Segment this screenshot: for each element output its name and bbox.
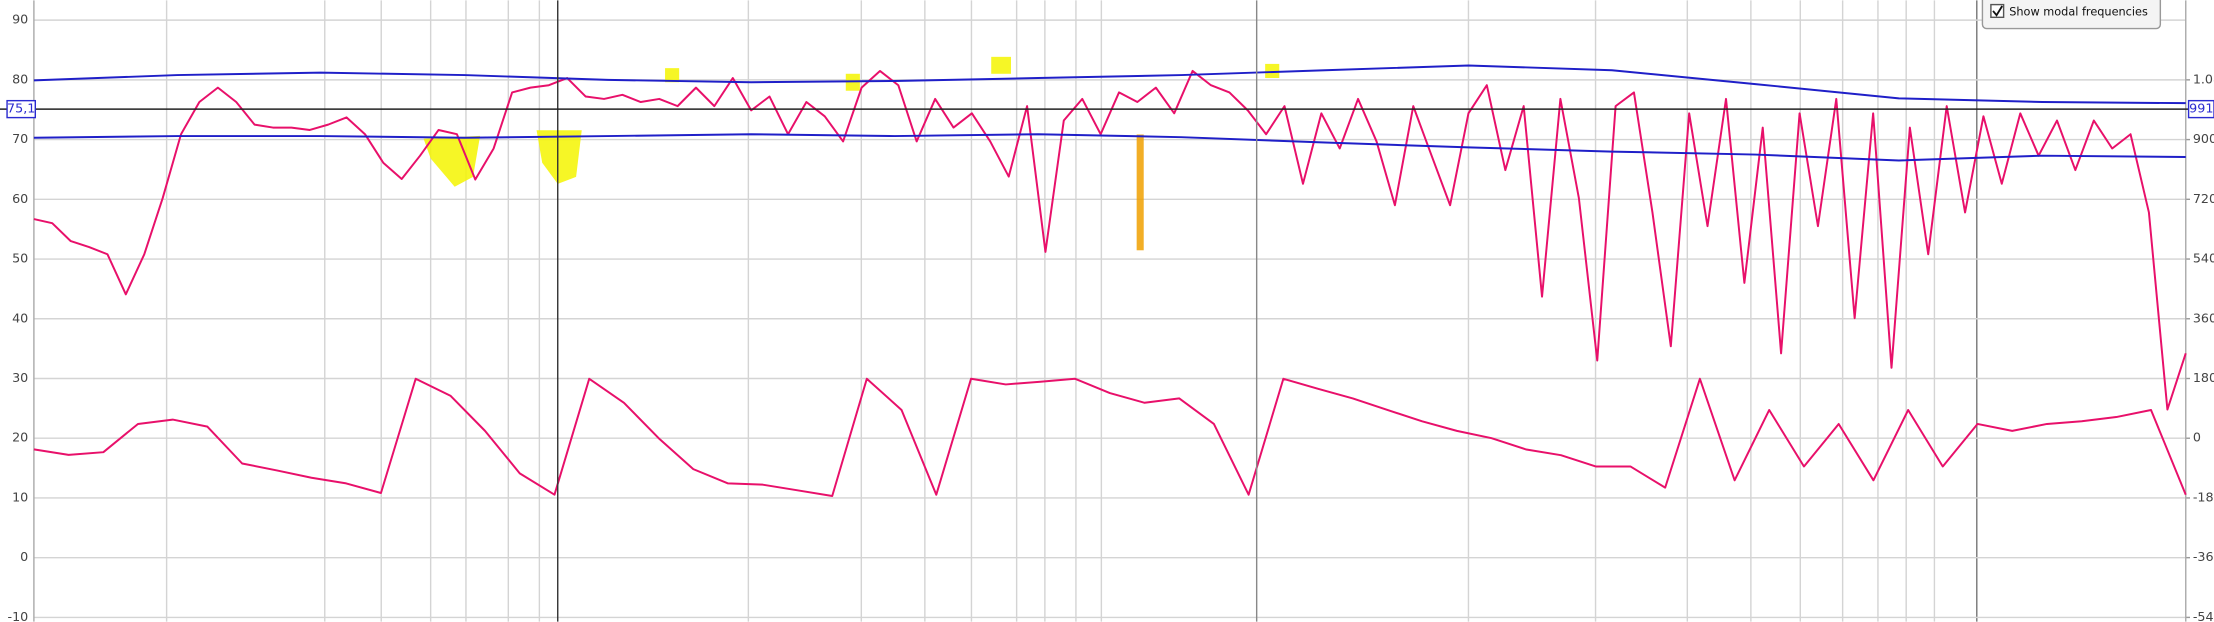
y-tick-label: 40	[12, 310, 28, 325]
modal-highlight	[536, 130, 582, 184]
cursor-label-box	[2187, 99, 2214, 119]
checkbox-label[interactable]: Show modal frequencies	[2009, 5, 2148, 18]
y-tick-label: 80	[12, 71, 28, 86]
series-line	[33, 69, 2187, 411]
cursor-label-box	[6, 99, 37, 119]
y-tick-label: 50	[12, 251, 28, 266]
y-tick-label: 0	[20, 549, 28, 564]
y2-tick-label: -360	[2193, 549, 2214, 564]
y2-tick-label: 180	[2193, 370, 2214, 385]
series-line	[33, 377, 2187, 497]
modal-highlight	[665, 68, 680, 83]
y2-tick-label: 0	[2193, 430, 2201, 445]
y-tick-label: 20	[12, 430, 28, 445]
modal-highlights	[423, 56, 1280, 251]
modal-highlight	[1265, 63, 1280, 79]
y-tick-label: 90	[12, 12, 28, 27]
cursor-label: 75,1	[7, 101, 35, 116]
y-tick-label: -10	[8, 609, 29, 622]
y2-tick-label: 360	[2193, 310, 2214, 325]
checkbox-panel[interactable]: Show modal frequencies	[1981, 0, 2162, 30]
y-tick-label: 70	[12, 131, 28, 146]
y-tick-label: 30	[12, 370, 28, 385]
y2-tick-label: 540	[2193, 251, 2214, 266]
plot	[33, 64, 2187, 497]
y2-tick-label: 720	[2193, 191, 2214, 206]
y-tick-label: 10	[12, 489, 28, 504]
y-tick-label: 60	[12, 191, 28, 206]
series-line	[33, 64, 2186, 105]
check-mark	[1992, 5, 2003, 17]
y2-tick-label: 1.08	[2193, 71, 2214, 86]
series-line	[33, 133, 2186, 162]
modal-highlight	[991, 56, 1011, 74]
y2-tick-label: -540	[2193, 609, 2214, 622]
modal-highlight	[1136, 134, 1144, 251]
y2-tick-label: 900	[2193, 131, 2214, 146]
y2-tick-label: -180	[2193, 489, 2214, 504]
cursor-label: 991	[2189, 101, 2213, 116]
panel	[1981, 0, 2162, 30]
modal-highlight	[423, 135, 481, 187]
